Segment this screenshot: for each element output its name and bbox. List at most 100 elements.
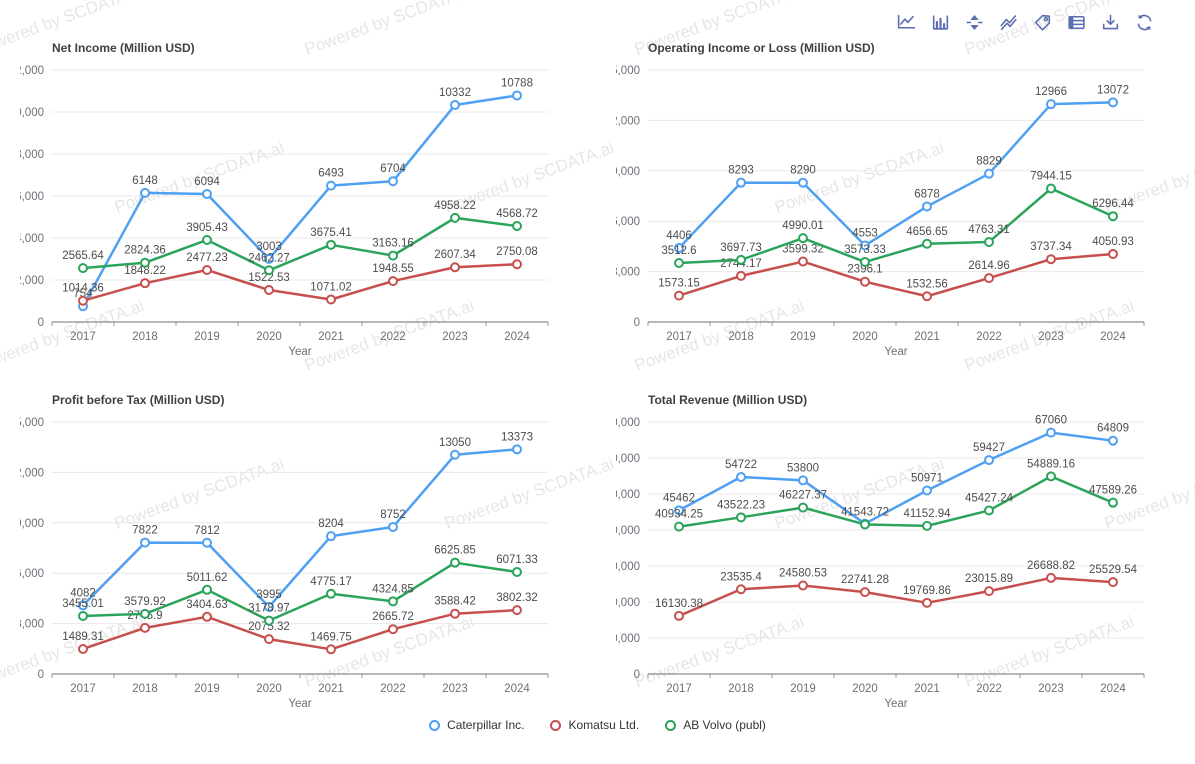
data-point-marker[interactable] [78,295,88,306]
data-point-marker[interactable] [140,278,150,289]
data-point-marker[interactable] [674,610,684,621]
data-point-marker[interactable] [984,168,994,179]
data-point-marker[interactable] [736,512,746,523]
data-point-marker[interactable] [450,608,460,619]
data-point-marker[interactable] [78,610,88,621]
data-view-icon[interactable] [1066,12,1087,33]
data-point-marker[interactable] [450,100,460,111]
data-point-marker[interactable] [1046,183,1056,194]
data-point-marker[interactable] [1046,471,1056,482]
bar-chart-icon[interactable] [930,12,951,33]
data-point-marker[interactable] [736,472,746,483]
data-point-marker[interactable] [1046,254,1056,265]
data-point-marker[interactable] [1108,435,1118,446]
data-point-marker[interactable] [736,177,746,188]
data-point-marker[interactable] [922,597,932,608]
stack-icon[interactable] [964,12,985,33]
data-point-marker[interactable] [512,605,522,616]
chart-canvas[interactable]: Operating Income or Loss (Million USD) 0 3… [605,30,1176,360]
data-point-marker[interactable] [202,189,212,200]
chart-net-income[interactable]: Net Income (Million USD) 0 2,000 4,000 6,000… [9,30,580,360]
legend-item[interactable]: Komatsu Ltd. [550,718,639,732]
data-point-marker[interactable] [674,257,684,268]
data-point-marker[interactable] [736,270,746,281]
data-point-marker[interactable] [264,634,274,645]
data-point-marker[interactable] [674,505,684,516]
data-point-marker[interactable] [140,622,150,633]
data-point-marker[interactable] [674,242,684,253]
data-point-marker[interactable] [798,475,808,486]
data-point-marker[interactable] [798,580,808,591]
chart-profit-before-tax[interactable]: Profit before Tax (Million USD) 0 3,000 6,0… [9,382,580,712]
data-point-marker[interactable] [264,253,274,264]
data-point-marker[interactable] [326,531,336,542]
data-point-marker[interactable] [140,187,150,198]
tiled-icon[interactable] [998,12,1019,33]
data-point-marker[interactable] [922,520,932,531]
data-point-marker[interactable] [798,502,808,513]
data-point-marker[interactable] [202,234,212,245]
data-point-marker[interactable] [326,644,336,655]
data-point-marker[interactable] [388,176,398,187]
chart-canvas[interactable]: Net Income (Million USD) 0 2,000 4,000 6,000… [9,30,580,360]
data-point-marker[interactable] [860,240,870,251]
data-point-marker[interactable] [78,600,88,611]
data-point-marker[interactable] [388,521,398,532]
data-point-marker[interactable] [1108,97,1118,108]
data-point-marker[interactable] [512,259,522,270]
data-point-marker[interactable] [78,643,88,654]
data-point-marker[interactable] [264,601,274,612]
download-icon[interactable] [1100,12,1121,33]
data-point-marker[interactable] [512,90,522,101]
data-point-marker[interactable] [140,257,150,268]
legend-item[interactable]: Caterpillar Inc. [429,718,524,732]
data-point-marker[interactable] [388,250,398,261]
data-point-marker[interactable] [984,236,994,247]
data-point-marker[interactable] [326,239,336,250]
data-point-marker[interactable] [922,485,932,496]
data-point-marker[interactable] [1108,577,1118,588]
data-point-marker[interactable] [388,624,398,635]
data-point-marker[interactable] [1108,497,1118,508]
data-point-marker[interactable] [1108,211,1118,222]
data-point-marker[interactable] [674,521,684,532]
data-point-marker[interactable] [450,212,460,223]
data-point-marker[interactable] [326,588,336,599]
data-point-marker[interactable] [140,537,150,548]
data-point-marker[interactable] [984,455,994,466]
data-point-marker[interactable] [78,263,88,274]
data-point-marker[interactable] [1046,572,1056,583]
data-point-marker[interactable] [860,276,870,287]
data-point-marker[interactable] [922,201,932,212]
data-point-marker[interactable] [674,290,684,301]
data-point-marker[interactable] [202,611,212,622]
data-point-marker[interactable] [450,557,460,568]
data-point-marker[interactable] [984,586,994,597]
data-point-marker[interactable] [264,285,274,296]
data-point-marker[interactable] [922,291,932,302]
data-point-marker[interactable] [860,256,870,267]
chart-canvas[interactable]: Total Revenue (Million USD) 0 10,000 20,000… [605,382,1176,712]
data-point-marker[interactable] [264,265,274,276]
data-point-marker[interactable] [1108,248,1118,259]
data-point-marker[interactable] [264,615,274,626]
chart-operating-income[interactable]: Operating Income or Loss (Million USD) 0 3… [605,30,1176,360]
data-point-marker[interactable] [512,567,522,578]
data-point-marker[interactable] [984,505,994,516]
data-point-marker[interactable] [1046,427,1056,438]
data-point-marker[interactable] [326,180,336,191]
data-point-marker[interactable] [388,276,398,287]
data-point-marker[interactable] [202,584,212,595]
data-point-marker[interactable] [736,584,746,595]
chart-total-revenue[interactable]: Total Revenue (Million USD) 0 10,000 20,000… [605,382,1176,712]
data-point-marker[interactable] [984,273,994,284]
data-point-marker[interactable] [140,608,150,619]
data-point-marker[interactable] [512,444,522,455]
refresh-icon[interactable] [1134,12,1155,33]
line-chart-icon[interactable] [896,12,917,33]
data-point-marker[interactable] [202,264,212,275]
tag-icon[interactable] [1032,12,1053,33]
data-point-marker[interactable] [798,233,808,244]
data-point-marker[interactable] [450,449,460,460]
data-point-marker[interactable] [450,262,460,273]
